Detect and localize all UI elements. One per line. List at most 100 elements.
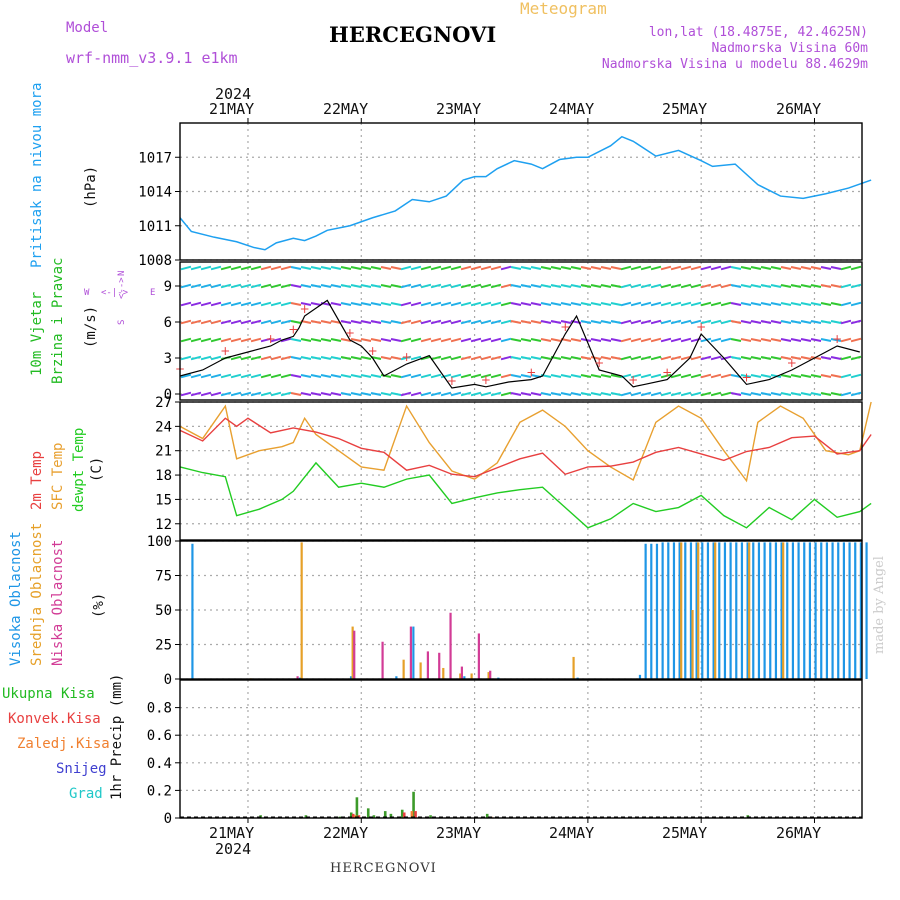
wind-arrow xyxy=(530,355,542,361)
cloud-bar xyxy=(831,542,834,679)
wind-arrow xyxy=(680,391,692,397)
cloud-bar xyxy=(661,542,664,679)
wind-arrow xyxy=(230,283,242,289)
y-tick-label: 6 xyxy=(164,315,172,331)
wind-arrow xyxy=(240,319,252,325)
wind-arrow xyxy=(300,265,312,271)
wind-arrow xyxy=(720,283,732,289)
bottom-year-label: 2024 xyxy=(215,840,252,858)
wind-arrow xyxy=(740,319,752,325)
wind-arrow xyxy=(480,337,492,343)
cloud-bar xyxy=(419,662,422,679)
wind-arrow xyxy=(710,391,722,397)
wind-arrow xyxy=(780,301,792,307)
cloud-bar xyxy=(672,542,676,679)
wind-arrow xyxy=(400,283,412,289)
wind-arrow xyxy=(780,373,792,379)
wind-arrow xyxy=(180,391,192,397)
precip-bar xyxy=(414,811,417,818)
wind-arrow xyxy=(550,391,562,397)
wind-arrow xyxy=(340,373,352,379)
cloud-bar xyxy=(752,542,755,679)
wind-arrow xyxy=(210,373,222,379)
wind-arrow xyxy=(450,391,462,397)
wind-arrow xyxy=(450,373,462,379)
wind-arrow xyxy=(310,373,322,379)
wind-arrow xyxy=(430,337,442,343)
wind-arrow xyxy=(550,301,562,307)
wind-arrow xyxy=(630,283,642,289)
cloud-bar xyxy=(691,610,694,679)
wind-arrow xyxy=(820,337,832,343)
wind-arrow xyxy=(300,373,312,379)
wind-arrow xyxy=(830,373,842,379)
wind-arrow xyxy=(600,355,612,361)
wind-arrow xyxy=(510,355,522,361)
wind-arrow xyxy=(350,319,362,325)
wind-arrow xyxy=(410,319,422,325)
precip-bar xyxy=(389,813,393,818)
wind-arrow xyxy=(390,319,402,325)
cloud-bar xyxy=(395,676,398,679)
wind-arrow xyxy=(610,337,622,343)
wind-arrow xyxy=(440,391,452,397)
wind-arrow xyxy=(730,391,742,397)
wind-arrow xyxy=(200,301,212,307)
cloud-bar xyxy=(650,543,653,679)
wind-arrow xyxy=(470,319,482,325)
wind-arrow xyxy=(810,265,822,271)
wind-arrow xyxy=(500,283,512,289)
wind-arrow xyxy=(200,283,212,289)
wind-arrow xyxy=(770,319,782,325)
wind-arrow xyxy=(560,373,572,379)
wind-arrow xyxy=(780,319,792,325)
y-tick-label: 3 xyxy=(164,351,172,367)
cloud-bar xyxy=(191,543,194,679)
wind-arrow xyxy=(700,319,712,325)
wind-arrow xyxy=(520,391,532,397)
precip-bar xyxy=(410,811,414,818)
wind-arrow xyxy=(190,391,202,397)
wind-arrow xyxy=(450,283,462,289)
wind-arrow xyxy=(180,301,192,307)
wind-arrow xyxy=(190,373,202,379)
wind-arrow xyxy=(820,301,832,307)
wind-arrow xyxy=(500,391,512,397)
wind-arrow xyxy=(640,337,652,343)
wind-arrow xyxy=(490,391,502,397)
cloud-bar xyxy=(470,673,473,679)
wind-arrow xyxy=(730,355,742,361)
compass-w: W xyxy=(84,288,90,298)
cloud-bar xyxy=(353,630,356,679)
wind-arrow xyxy=(180,283,192,289)
y-tick-label: 15 xyxy=(155,492,172,508)
wind-arrow xyxy=(430,373,442,379)
wind-arrow xyxy=(360,391,372,397)
wind-arrow xyxy=(820,283,832,289)
cloud-bar xyxy=(865,542,868,679)
bottom-date-26: 26MAY xyxy=(776,824,822,842)
wind-arrow xyxy=(210,337,222,343)
y-tick-label: 0 xyxy=(164,387,172,403)
wind-arrow xyxy=(770,373,782,379)
wind-arrow xyxy=(640,283,652,289)
wind-arrow xyxy=(600,301,612,307)
wind-arrow xyxy=(450,265,462,271)
wind-arrow xyxy=(540,355,552,361)
cloud-bar xyxy=(740,542,744,679)
precip-bar xyxy=(355,797,359,818)
wind-arrow xyxy=(760,337,772,343)
wind-arrow xyxy=(250,319,262,325)
y-tick-label: 12 xyxy=(155,517,172,533)
wind-arrow xyxy=(650,301,662,307)
cloud-bar xyxy=(814,542,817,679)
wind-arrow xyxy=(280,355,292,361)
wind-arrow xyxy=(510,373,522,379)
wind-arrow xyxy=(610,391,622,397)
cloud-bar xyxy=(782,542,785,679)
sfc-temp-line xyxy=(179,401,872,483)
wind-arrow xyxy=(760,265,772,271)
wind-arrow xyxy=(730,337,742,343)
wind-arrow xyxy=(720,265,732,271)
wind-arrow xyxy=(580,319,592,325)
